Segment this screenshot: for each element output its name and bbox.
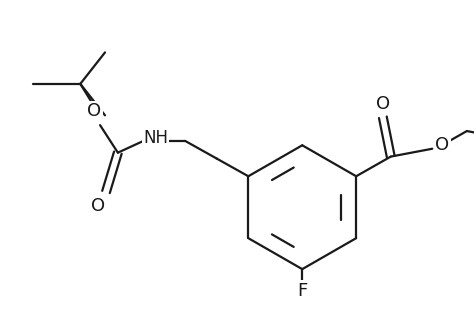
Text: O: O xyxy=(375,95,389,112)
Text: NH: NH xyxy=(143,129,168,147)
Text: O: O xyxy=(434,136,448,154)
Text: F: F xyxy=(297,282,307,300)
Text: O: O xyxy=(91,197,105,215)
Text: O: O xyxy=(87,102,101,121)
